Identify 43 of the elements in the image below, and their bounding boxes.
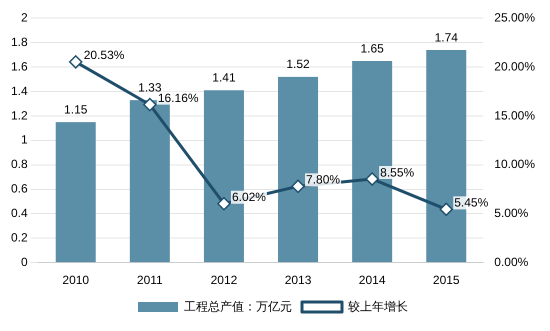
data-label: 5.45% <box>454 196 489 210</box>
x-tick-label: 2011 <box>136 273 164 288</box>
data-label: 16.16% <box>158 90 199 105</box>
data-label: 1.41 <box>212 70 236 85</box>
point <box>291 180 305 194</box>
y-tick-label: 1.6 <box>10 59 28 74</box>
legend-label: 工程总产值：万亿元 <box>184 299 292 314</box>
x-tick-label: 2014 <box>358 273 386 288</box>
data-label: 8.55% <box>380 165 414 180</box>
x-tick-label: 2015 <box>432 273 460 288</box>
y-tick-label: 0.6 <box>10 182 28 196</box>
y-tick-label: 1.4 <box>10 84 28 98</box>
x-tick-label: 2010 <box>62 273 90 288</box>
point <box>143 98 157 112</box>
data-label: 1.15 <box>64 102 88 116</box>
data-label: 7.80% <box>306 172 340 187</box>
legend-label: 较上年增长 <box>348 299 408 314</box>
bar <box>56 122 96 262</box>
y2-tick-label: 20.00% <box>494 59 536 74</box>
y-tick-label: 1 <box>20 132 28 147</box>
point <box>217 197 231 210</box>
point <box>365 172 379 186</box>
y-tick-label: 1.8 <box>10 34 28 49</box>
data-label: 1.52 <box>286 57 310 72</box>
y-tick-label: 0.8 <box>10 157 28 172</box>
data-label: 1.65 <box>360 41 384 56</box>
y2-tick-label: 15.00% <box>494 108 536 122</box>
point <box>68 55 82 69</box>
y2-tick-label: 25.00% <box>494 10 536 25</box>
y-tick-label: 0.4 <box>10 206 28 220</box>
x-tick-label: 2013 <box>284 273 312 288</box>
data-label: 1.74 <box>434 30 458 44</box>
data-label: 20.53% <box>84 48 125 62</box>
y2-tick-label: 0.00% <box>494 254 529 269</box>
y2-tick-label: 5.00% <box>494 206 529 220</box>
y2-tick-label: 10.00% <box>494 157 536 172</box>
y-tick-label: 1.2 <box>10 108 28 122</box>
point <box>440 202 453 216</box>
y-tick-label: 0.2 <box>10 230 28 244</box>
x-tick-label: 2012 <box>210 273 238 288</box>
data-label: 6.02% <box>232 190 266 204</box>
y-tick-label: 0 <box>20 254 28 269</box>
y-tick-label: 2 <box>20 10 28 25</box>
